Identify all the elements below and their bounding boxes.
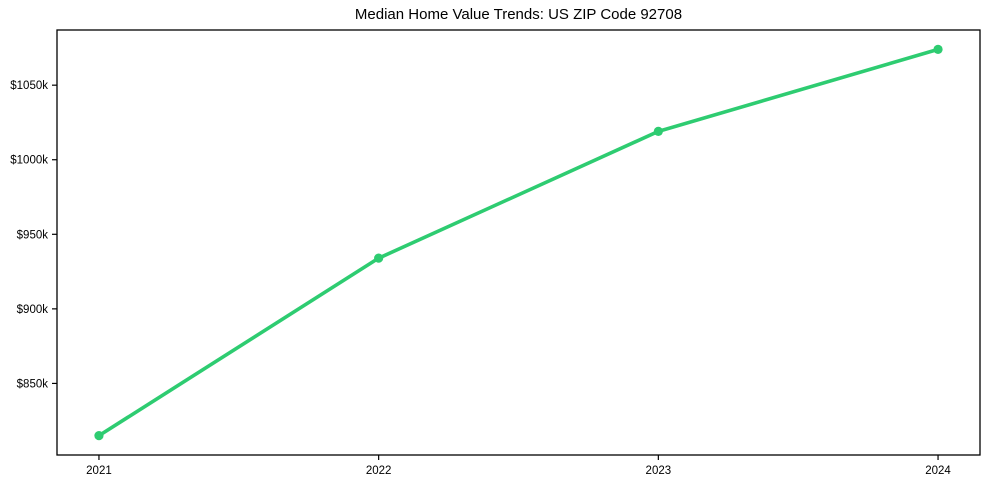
y-tick-label: $1050k [10,80,48,92]
data-point-2023 [653,126,663,137]
y-tick-label: $1000k [10,155,48,167]
y-tick-label: $900k [17,304,49,316]
x-tick-label: 2022 [366,465,392,477]
trend-line [97,47,940,438]
data-point-2022 [374,253,384,263]
y-tick-label: $950k [17,229,49,241]
data-point-2021 [94,431,104,441]
x-tick-label: 2021 [86,465,112,477]
x-tick-label: 2023 [646,465,672,477]
plot-border [56,29,981,456]
chart-title: Median Home Value Trends: US ZIP Code 92… [354,6,683,23]
x-tick-label: 2024 [925,465,951,477]
y-tick-label: $850k [17,378,49,390]
data-point-2024 [933,44,943,54]
